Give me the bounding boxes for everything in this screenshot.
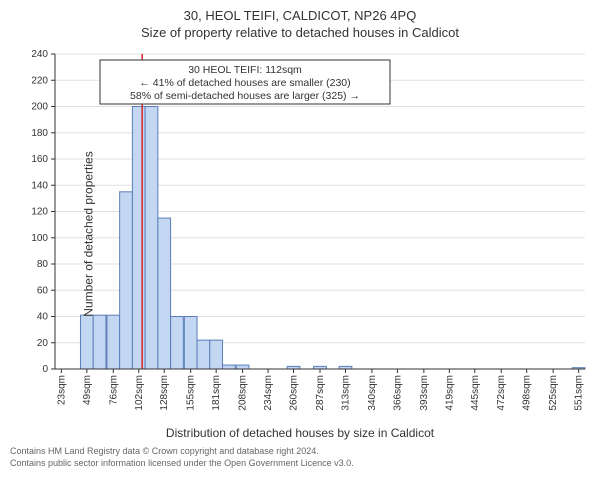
svg-text:40: 40 [37, 312, 49, 323]
address-title: 30, HEOL TEIFI, CALDICOT, NP26 4PQ [0, 0, 600, 23]
x-axis-label: Distribution of detached houses by size … [0, 424, 600, 440]
svg-text:200: 200 [31, 102, 48, 113]
svg-text:155sqm: 155sqm [186, 375, 197, 411]
svg-text:60: 60 [37, 285, 49, 296]
svg-text:20: 20 [37, 338, 49, 349]
svg-text:0: 0 [42, 364, 48, 375]
svg-text:472sqm: 472sqm [496, 375, 507, 411]
svg-text:128sqm: 128sqm [159, 375, 170, 411]
svg-text:140: 140 [31, 180, 48, 191]
chart-area: Number of detached properties 0 20 40 60 80 1… [0, 44, 600, 424]
svg-text:445sqm: 445sqm [470, 375, 481, 411]
svg-text:366sqm: 366sqm [392, 375, 403, 411]
svg-text:80: 80 [37, 259, 49, 270]
svg-text:208sqm: 208sqm [238, 375, 249, 411]
svg-text:180: 180 [31, 128, 48, 139]
svg-text:76sqm: 76sqm [108, 375, 119, 405]
svg-text:525sqm: 525sqm [548, 375, 559, 411]
svg-text:30 HEOL TEIFI: 112sqm: 30 HEOL TEIFI: 112sqm [188, 64, 302, 76]
svg-text:23sqm: 23sqm [56, 375, 67, 405]
svg-text:49sqm: 49sqm [82, 375, 93, 405]
attribution-line-1: Contains HM Land Registry data © Crown c… [10, 446, 590, 458]
chart-subtitle: Size of property relative to detached ho… [0, 23, 600, 44]
svg-text:287sqm: 287sqm [315, 375, 326, 411]
svg-text:102sqm: 102sqm [134, 375, 145, 411]
svg-text:313sqm: 313sqm [340, 375, 351, 411]
svg-text:240: 240 [31, 49, 48, 60]
svg-text:← 41% of detached houses are s: ← 41% of detached houses are smaller (23… [139, 77, 350, 89]
svg-text:551sqm: 551sqm [574, 375, 585, 411]
y-axis-label: Number of detached properties [82, 151, 96, 316]
svg-text:220: 220 [31, 75, 48, 86]
attribution-text: Contains HM Land Registry data © Crown c… [0, 440, 600, 469]
svg-text:340sqm: 340sqm [367, 375, 378, 411]
svg-text:100: 100 [31, 233, 48, 244]
svg-text:260sqm: 260sqm [289, 375, 300, 411]
svg-text:120: 120 [31, 207, 48, 218]
svg-text:234sqm: 234sqm [263, 375, 274, 411]
svg-text:58% of semi-detached houses ar: 58% of semi-detached houses are larger (… [130, 90, 360, 102]
svg-text:419sqm: 419sqm [444, 375, 455, 411]
svg-text:393sqm: 393sqm [419, 375, 430, 411]
attribution-line-2: Contains public sector information licen… [10, 458, 590, 470]
svg-text:160: 160 [31, 154, 48, 165]
svg-text:181sqm: 181sqm [211, 375, 222, 411]
svg-text:498sqm: 498sqm [522, 375, 533, 411]
